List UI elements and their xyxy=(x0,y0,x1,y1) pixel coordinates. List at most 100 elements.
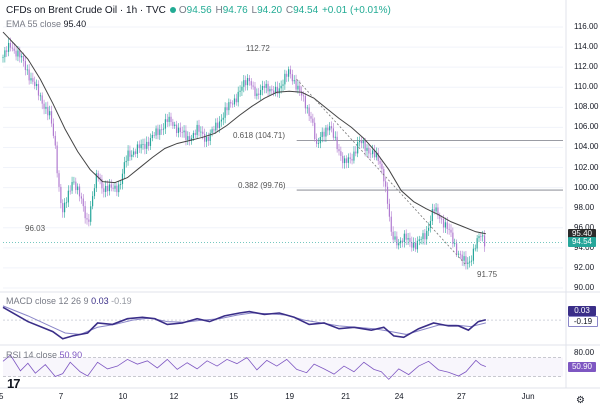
candle-body xyxy=(273,90,275,94)
candle-body xyxy=(36,83,38,87)
candle-body xyxy=(316,139,318,144)
time-tick-label: 24 xyxy=(394,392,404,401)
candle-body xyxy=(198,124,200,132)
candle-body xyxy=(71,182,73,191)
candle-body xyxy=(336,136,338,150)
candle-body xyxy=(62,203,64,213)
settings-gear-icon[interactable]: ⚙ xyxy=(576,395,585,406)
candle-body xyxy=(401,240,404,242)
candle-body xyxy=(110,184,112,188)
candle-body xyxy=(28,69,30,81)
candle-body xyxy=(271,89,273,91)
candle-body xyxy=(22,55,25,62)
candle-body xyxy=(463,256,465,261)
candle-body xyxy=(457,253,460,255)
ema-price-badge: 95.40 xyxy=(568,228,596,239)
candle-body xyxy=(155,128,157,136)
candle-body xyxy=(347,157,349,163)
candle-body xyxy=(426,230,428,240)
candle-body xyxy=(276,86,278,94)
macd-legend-label: MACD close 12 26 9 xyxy=(6,296,89,306)
macd-legend[interactable]: MACD close 12 26 9 0.03 -0.19 xyxy=(6,296,132,306)
candle-body xyxy=(439,215,441,219)
candle-body xyxy=(185,130,187,140)
candle-body xyxy=(360,141,362,144)
candle-body xyxy=(131,154,133,157)
candle-body xyxy=(465,256,467,265)
candle-body xyxy=(204,133,206,142)
time-tick-label: 5 xyxy=(0,392,4,401)
time-tick-label: 15 xyxy=(229,392,239,401)
candle-body xyxy=(330,126,333,129)
candle-body xyxy=(6,50,8,52)
rsi-value-badge: 50.90 xyxy=(568,361,596,372)
candle-body xyxy=(140,144,142,149)
candle-body xyxy=(43,103,45,109)
candle-body xyxy=(433,209,435,212)
candle-body xyxy=(372,150,374,155)
candle-body xyxy=(174,124,176,127)
candle-body xyxy=(274,86,277,94)
candle-body xyxy=(263,85,265,88)
candle-body xyxy=(103,188,105,192)
candle-body xyxy=(385,181,387,187)
candle-body xyxy=(86,218,88,220)
candle-body xyxy=(11,47,13,49)
candle-body xyxy=(41,95,43,104)
candle-body xyxy=(230,102,232,104)
candle-body xyxy=(37,83,40,96)
candle-body xyxy=(362,140,364,144)
price-tick-label: 96.00 xyxy=(574,222,595,232)
rsi-pane xyxy=(2,354,563,380)
price-tick-label: 116.00 xyxy=(574,22,598,32)
candle-body xyxy=(181,132,183,133)
candle-body xyxy=(418,239,420,241)
candle-body xyxy=(484,235,486,247)
market-status-icon xyxy=(169,6,176,13)
candle-body xyxy=(226,107,228,111)
candle-body xyxy=(413,242,415,248)
ema-legend[interactable]: EMA 55 close 95.40 xyxy=(6,19,86,29)
candle-body xyxy=(215,122,217,131)
candle-body xyxy=(92,196,94,207)
candle-body xyxy=(69,190,71,192)
price-tick-label: 114.00 xyxy=(574,42,598,52)
candle-body xyxy=(209,132,211,141)
rsi-legend[interactable]: RSI 14 close 50.90 xyxy=(6,350,82,360)
candle-body xyxy=(133,151,135,155)
candle-body xyxy=(319,136,321,144)
candle-body xyxy=(245,80,247,86)
symbol-title[interactable]: CFDs on Brent Crude Oil · 1h · TVC xyxy=(6,5,166,16)
candle-body xyxy=(396,236,398,246)
candle-body xyxy=(381,163,383,170)
candle-body xyxy=(260,90,262,95)
candle-body xyxy=(149,138,152,146)
candle-body xyxy=(301,91,303,96)
candle-body xyxy=(338,149,340,152)
time-tick-label: Jun xyxy=(521,392,535,401)
candle-body xyxy=(308,107,310,117)
time-tick-label: 7 xyxy=(58,392,64,401)
candle-body xyxy=(93,188,96,197)
candle-body xyxy=(26,69,28,71)
candle-body xyxy=(334,136,336,138)
candle-body xyxy=(321,131,323,137)
candle-body xyxy=(364,140,366,151)
candle-body xyxy=(420,239,422,240)
candle-body xyxy=(24,61,26,71)
candle-body xyxy=(90,206,92,222)
tradingview-logo[interactable]: 17 xyxy=(7,376,21,391)
high-value: 94.76 xyxy=(222,5,248,16)
candle-body xyxy=(95,173,97,189)
candle-body xyxy=(228,102,230,111)
fib-618-label: 0.618 (104.71) xyxy=(233,131,286,140)
candle-body xyxy=(120,184,122,185)
candle-body xyxy=(459,253,461,255)
candle-body xyxy=(435,207,437,212)
change-value: +0.01 (+0.01%) xyxy=(321,5,391,16)
candle-body xyxy=(162,128,165,130)
rsi-band xyxy=(3,357,563,377)
candle-body xyxy=(441,218,443,220)
candle-body xyxy=(314,122,316,140)
